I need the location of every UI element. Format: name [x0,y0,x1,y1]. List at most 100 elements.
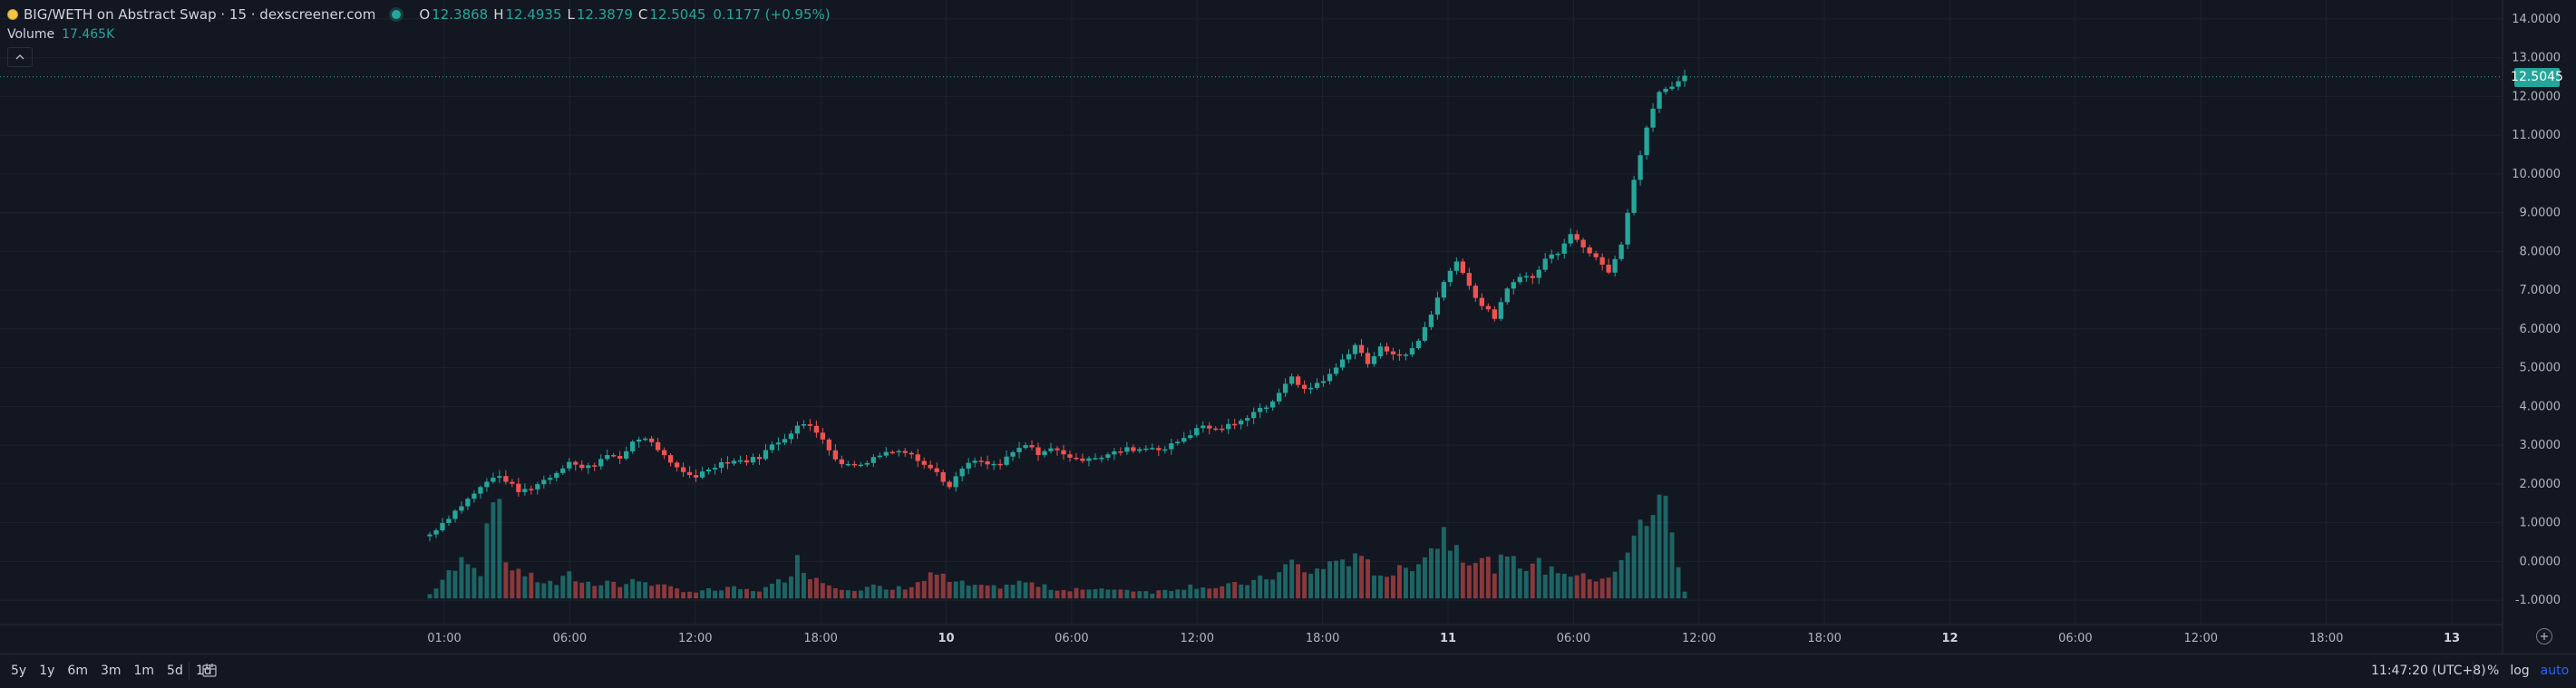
candle-body [611,455,617,457]
candle-body [1530,276,1535,278]
candle-body [813,425,820,433]
candle-body [560,468,566,473]
candle-body [1124,447,1130,452]
candle-body [1251,412,1257,419]
candle-body [1555,253,1560,256]
candle-body [1669,86,1675,89]
candle-body [535,484,540,489]
candle-body [478,487,483,494]
range-6m-button[interactable]: 6m [67,664,88,678]
candle-body [1213,428,1219,431]
candle-body [1511,282,1516,289]
volume-bar [1258,575,1263,599]
volume-bar [1574,575,1580,599]
high-value: 12.4935 [505,6,562,23]
auto-toggle[interactable]: auto [2540,664,2570,678]
range-1m-button[interactable]: 1m [133,664,155,678]
axis-settings-button[interactable] [2536,628,2552,644]
x-tick-label: 18:00 [1807,632,1841,645]
volume-bar [535,582,540,599]
volume-bar [1359,556,1364,599]
volume-bar [1536,557,1541,599]
candlestick-chart[interactable]: 14.0000 13.0000 12.0000 11.0000 10.0000 9.000… [0,0,2576,654]
volume-bar [1612,571,1618,599]
volume-bar [1315,568,1320,599]
volume-bar [1093,588,1098,599]
candle-body [940,471,946,482]
volume-bar [1441,527,1446,599]
volume-bar [1663,495,1668,599]
volume-bar [1619,559,1624,599]
volume-bar [1035,586,1041,599]
volume-bar [1580,573,1586,599]
candle-body [832,450,839,460]
candle-body [1619,244,1624,259]
candle-body [1327,373,1333,382]
range-3m-button[interactable]: 3m [100,664,122,678]
volume-bar [934,574,939,599]
volume-bar [1523,570,1529,599]
candle-body [1245,418,1250,421]
candle-body [1175,441,1181,444]
y-tick-label: 8.0000 [2520,245,2561,258]
candle-body [1536,269,1541,278]
volume-bar [643,582,648,599]
volume-bar [978,585,984,599]
volume-bar [433,588,439,599]
range-1y-button[interactable]: 1y [39,664,55,678]
volume-bar [497,499,502,599]
candle-body [605,455,610,460]
volume-bar [1353,553,1357,599]
volume-bar [649,586,655,599]
candle-body [554,472,559,479]
y-tick-label: 0.0000 [2520,555,2561,568]
candle-body [1080,458,1085,461]
candle-body [617,456,623,459]
volume-bar [617,586,623,599]
candle-body [655,441,661,451]
candle-body [1460,261,1466,274]
candle-body [1517,276,1522,283]
candle-body [1409,348,1415,355]
volume-bar [1048,589,1054,599]
y-tick-label: 11.0000 [2512,129,2561,142]
volume-bar [1549,566,1554,599]
candle-body [1156,448,1162,451]
candle-body [1384,346,1390,352]
utc-clock[interactable]: 11:47:20 (UTC+8) [2371,664,2486,678]
candle-body [1580,239,1586,247]
x-tick-label: 18:00 [1306,632,1339,645]
volume-bar [700,590,705,599]
volume-bar [687,591,693,599]
volume-bar [1232,582,1238,599]
y-tick-label: 14.0000 [2512,13,2561,26]
volume-bar [1631,535,1637,599]
volume-bar [1061,589,1066,599]
change-value: 0.1177 (+0.95%) [713,6,831,23]
range-5y-button[interactable]: 5y [11,664,27,678]
volume-bar [915,582,920,599]
chart-title[interactable]: BIG/WETH on Abstract Swap · 15 · dexscre… [24,6,376,23]
candle-body [763,450,769,460]
range-1d-button[interactable]: 1d [195,664,212,678]
candle-body [1485,305,1491,310]
volume-bar [471,567,477,599]
candle-body [1346,354,1352,360]
volume-bar [1415,564,1421,599]
volume-bar [972,585,977,599]
volume-bar [624,584,629,599]
percent-toggle[interactable]: % [2487,664,2500,678]
collapse-legend-button[interactable] [7,47,33,67]
candle-body [1295,376,1301,385]
volume-bar [1397,565,1402,599]
volume-bar [491,502,496,599]
calendar-icon[interactable] [201,662,218,678]
candle-body [1276,392,1282,402]
range-5d-button[interactable]: 5d [167,664,183,678]
low-label: L [567,6,575,23]
candle-body [1415,340,1422,349]
candle-body [1150,448,1155,450]
volume-bar [1251,579,1257,599]
log-toggle[interactable]: log [2510,664,2530,678]
candle-body [1093,458,1098,460]
